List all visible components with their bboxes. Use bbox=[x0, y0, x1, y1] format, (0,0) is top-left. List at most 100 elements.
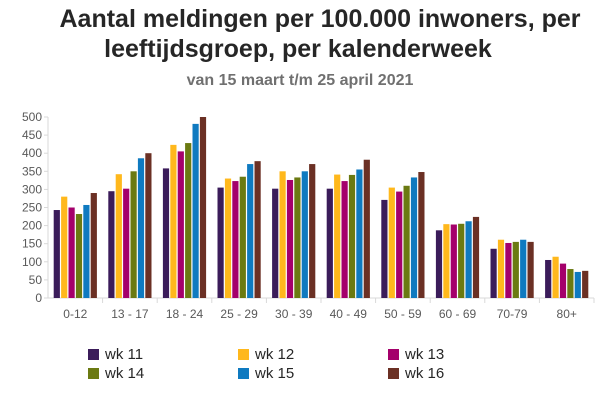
y-tick-label: 150 bbox=[22, 237, 42, 251]
x-tick-label: 40 - 49 bbox=[330, 307, 368, 321]
y-tick-label: 250 bbox=[22, 201, 42, 215]
chart-subtitle: van 15 maart t/m 25 april 2021 bbox=[186, 72, 414, 89]
legend-swatch bbox=[238, 349, 249, 360]
legend-item-wk12: wk 12 bbox=[238, 345, 294, 364]
bar-wk15-1 bbox=[137, 158, 145, 298]
bar-wk15-7 bbox=[465, 221, 472, 298]
chart-legend: wk 11 wk 12 wk 13 wk 14 wk 15 wk 16 bbox=[0, 345, 600, 385]
y-tick-label: 50 bbox=[29, 273, 43, 287]
bar-wk16-7 bbox=[472, 216, 480, 298]
x-tick-label: 25 - 29 bbox=[220, 307, 258, 321]
bar-wk13-9 bbox=[559, 263, 567, 298]
x-tick-label: 60 - 69 bbox=[439, 307, 477, 321]
bar-wk14-2 bbox=[185, 143, 192, 298]
legend-swatch bbox=[388, 368, 399, 379]
bar-wk13-5 bbox=[341, 181, 348, 298]
legend-item-wk16: wk 16 bbox=[388, 364, 444, 383]
legend-label: wk 13 bbox=[405, 346, 445, 363]
legend-item-wk11: wk 11 bbox=[88, 345, 143, 364]
bar-wk12-6 bbox=[388, 187, 395, 298]
bar-wk15-9 bbox=[574, 271, 581, 298]
bar-wk11-5 bbox=[326, 188, 333, 298]
bar-wk11-0 bbox=[53, 210, 60, 298]
x-tick-label: 80+ bbox=[557, 307, 577, 321]
bar-wk11-7 bbox=[435, 230, 443, 298]
bar-wk14-6 bbox=[403, 185, 410, 298]
bar-wk16-6 bbox=[418, 172, 425, 298]
y-tick-label: 350 bbox=[22, 164, 42, 178]
bar-wk14-1 bbox=[130, 171, 137, 298]
legend-swatch bbox=[238, 368, 249, 379]
bar-wk13-8 bbox=[505, 242, 512, 298]
bar-wk14-8 bbox=[512, 241, 519, 298]
bar-wk12-4 bbox=[279, 171, 286, 298]
chart-title-line-1: Aantal meldingen per 100.000 inwoners, p… bbox=[59, 5, 581, 33]
bar-wk15-0 bbox=[83, 204, 90, 298]
chart-title-line-2: leeftijdsgroep, per kalenderweek bbox=[104, 35, 492, 63]
bar-wk11-3 bbox=[217, 187, 224, 298]
legend-label: wk 16 bbox=[405, 365, 445, 382]
bar-wk12-8 bbox=[497, 239, 505, 298]
bar-wk15-5 bbox=[356, 169, 363, 298]
bar-wk16-3 bbox=[254, 161, 261, 298]
x-tick-label: 18 - 24 bbox=[166, 307, 204, 321]
legend-swatch bbox=[88, 368, 99, 379]
bar-wk13-0 bbox=[68, 207, 75, 298]
bar-wk16-8 bbox=[527, 241, 534, 298]
bar-wk14-3 bbox=[239, 176, 246, 298]
y-tick-label: 300 bbox=[22, 182, 42, 196]
bar-wk16-2 bbox=[199, 117, 207, 298]
legend-label: wk 15 bbox=[255, 365, 295, 382]
bar-wk15-2 bbox=[192, 123, 199, 298]
bar-wk16-4 bbox=[309, 164, 316, 298]
y-tick-label: 500 bbox=[22, 110, 42, 124]
bar-wk11-2 bbox=[162, 168, 170, 298]
bar-wk15-3 bbox=[247, 164, 254, 298]
y-tick-label: 400 bbox=[22, 146, 42, 160]
bar-wk12-5 bbox=[334, 174, 341, 298]
bar-wk11-8 bbox=[490, 248, 497, 298]
legend-swatch bbox=[88, 349, 99, 360]
bar-wk13-2 bbox=[177, 151, 184, 298]
bar-wk16-9 bbox=[582, 270, 589, 298]
x-tick-label: 30 - 39 bbox=[275, 307, 313, 321]
bar-wk14-4 bbox=[294, 177, 301, 298]
bar-wk12-7 bbox=[443, 224, 450, 298]
bar-wk13-1 bbox=[123, 188, 130, 298]
bar-wk13-3 bbox=[232, 181, 239, 298]
legend-label: wk 14 bbox=[105, 365, 145, 382]
bar-wk14-7 bbox=[458, 223, 465, 298]
bar-wk13-4 bbox=[286, 179, 294, 298]
legend-item-wk15: wk 15 bbox=[238, 364, 294, 383]
bar-wk16-1 bbox=[145, 153, 152, 298]
x-tick-label: 0-12 bbox=[63, 307, 87, 321]
bar-wk12-1 bbox=[115, 174, 122, 298]
legend-item-wk13: wk 13 bbox=[388, 345, 444, 364]
bar-wk15-8 bbox=[520, 239, 527, 298]
bar-wk12-2 bbox=[170, 144, 177, 298]
y-tick-label: 200 bbox=[22, 219, 42, 233]
y-tick-label: 100 bbox=[22, 255, 42, 269]
x-tick-label: 13 - 17 bbox=[111, 307, 149, 321]
bar-wk12-3 bbox=[224, 178, 232, 298]
bar-wk13-6 bbox=[396, 191, 403, 298]
bar-wk14-5 bbox=[348, 174, 356, 298]
bar-wk15-4 bbox=[301, 171, 308, 298]
bar-wk11-9 bbox=[545, 259, 552, 298]
x-tick-label: 50 - 59 bbox=[384, 307, 422, 321]
y-tick-label: 0 bbox=[35, 291, 42, 305]
bar-wk16-0 bbox=[90, 193, 97, 298]
y-tick-label: 450 bbox=[22, 128, 42, 142]
bar-wk13-7 bbox=[450, 224, 457, 298]
chart-title: Aantal meldingen per 100.000 inwoners, p… bbox=[0, 4, 600, 64]
x-tick-label: 70-79 bbox=[497, 307, 528, 321]
bar-wk15-6 bbox=[410, 177, 418, 298]
bar-wk12-0 bbox=[61, 196, 68, 298]
legend-label: wk 12 bbox=[255, 346, 295, 363]
legend-label: wk 11 bbox=[105, 346, 144, 363]
bar-wk11-4 bbox=[272, 188, 279, 298]
bar-wk11-1 bbox=[108, 191, 115, 298]
bar-wk14-0 bbox=[75, 214, 83, 298]
bar-wk16-5 bbox=[363, 159, 370, 298]
